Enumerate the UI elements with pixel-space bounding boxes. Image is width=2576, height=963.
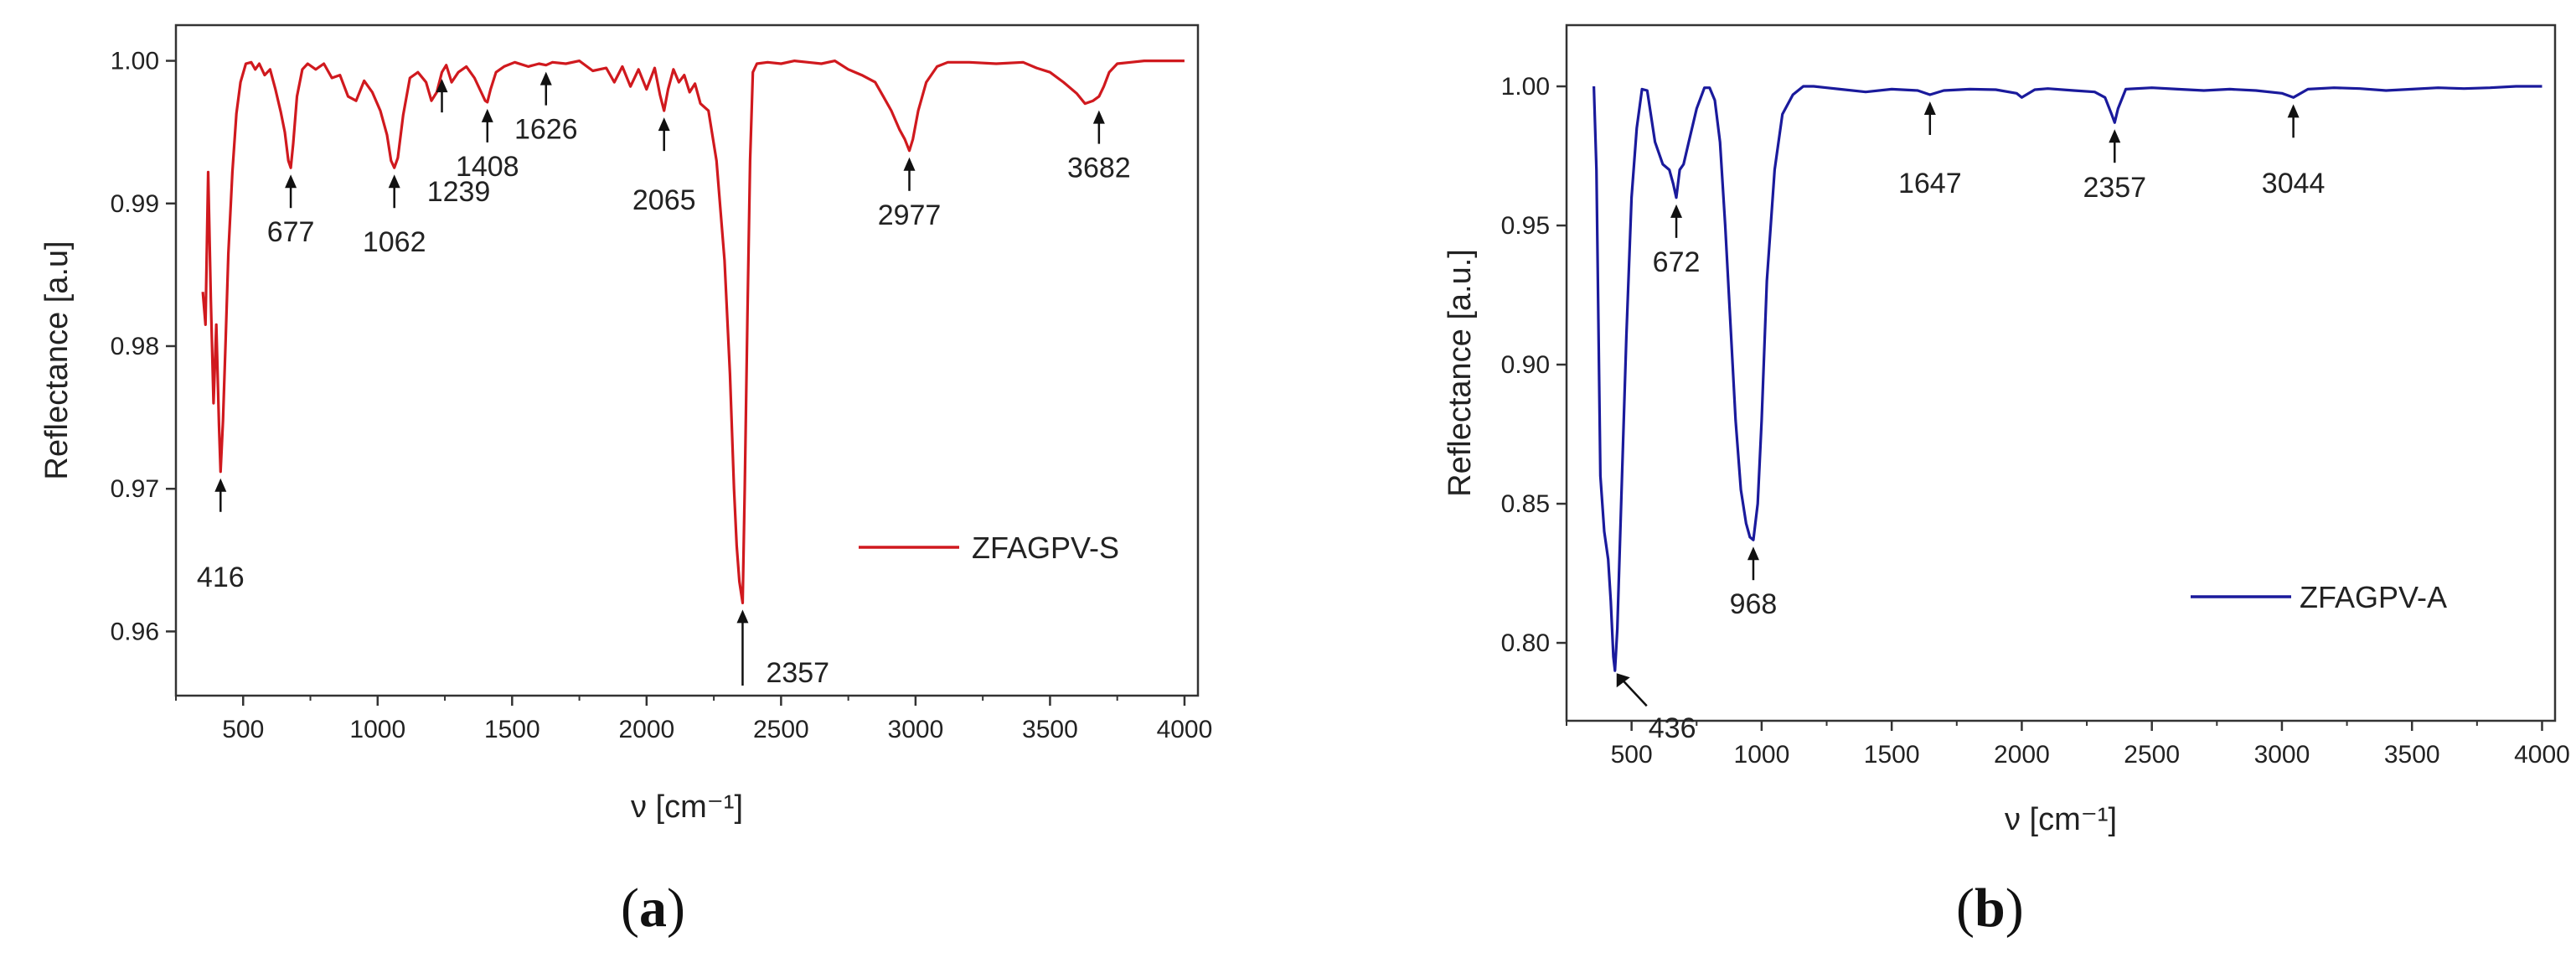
chart-b-x-tick-label: 2500 — [2124, 741, 2180, 769]
chart-a-x-axis-label: ν [cm⁻¹] — [631, 790, 743, 825]
chart-b-peak-annotations: 436 672 968 1647 2357 3044 — [1616, 101, 2326, 744]
chart-a-annotation: 677 — [267, 174, 315, 248]
chart-a-annotation: 2065 — [632, 117, 696, 216]
chart-b-peak-label: 3044 — [2262, 168, 2326, 199]
chart-b-y-tick-label: 0.95 — [1501, 212, 1550, 240]
chart-b-annotation: 1647 — [1898, 101, 1962, 199]
chart-b-legend: ZFAGPV-A — [2191, 580, 2447, 614]
chart-a-annotation: 1626 — [514, 71, 578, 146]
chart-a-peak-label: 2977 — [878, 199, 942, 231]
chart-a-x-tick-label: 1000 — [349, 716, 405, 743]
chart-a-peak-label: 1626 — [514, 114, 578, 146]
chart-a-x-ticks: 500 1000 1500 2000 2500 3000 3500 4000 — [175, 696, 1213, 743]
chart-b-x-axis-label: ν [cm⁻¹] — [2005, 802, 2117, 837]
chart-a-x-tick-label: 2500 — [753, 716, 809, 743]
chart-a-x-tick-label: 4000 — [1157, 716, 1213, 743]
chart-b-y-tick-label: 0.80 — [1501, 629, 1550, 657]
chart-b-y-tick-label: 0.90 — [1501, 351, 1550, 379]
chart-a-y-tick-label: 1.00 — [111, 48, 159, 75]
chart-b-peak-label: 672 — [1653, 246, 1701, 278]
chart-b-peak-label: 1647 — [1898, 168, 1962, 199]
chart-a-peak-label: 3682 — [1067, 153, 1131, 184]
chart-a-y-tick-label: 0.99 — [111, 190, 159, 218]
chart-a-y-axis-label: Reflectance [a.u] — [39, 241, 75, 479]
chart-a-plot-frame — [174, 23, 1200, 697]
chart-b-x-tick-label: 3000 — [2254, 741, 2310, 769]
chart-b-peak-label: 436 — [1649, 712, 1696, 744]
chart-a-y-tick-label: 0.97 — [111, 475, 159, 503]
chart-b-legend-label: ZFAGPV-A — [2300, 580, 2447, 614]
chart-b-x-tick-label: 500 — [1611, 741, 1653, 769]
chart-b-x-tick-label: 4000 — [2514, 741, 2570, 769]
chart-a-x-tick-label: 500 — [222, 716, 264, 743]
chart-a-panel-letter-value: a — [639, 878, 667, 939]
chart-b-series-line — [1593, 85, 2542, 672]
chart-a-annotation: 416 — [197, 478, 245, 593]
chart-b-y-tick-label: 0.85 — [1501, 490, 1550, 518]
chart-a-x-tick-label: 3500 — [1022, 716, 1078, 743]
chart-a-x-tick-label: 3000 — [888, 716, 944, 743]
chart-b-panel-letter-value: b — [1975, 878, 2006, 939]
chart-b-x-tick-label: 2000 — [1994, 741, 2050, 769]
chart-a-peak-label: 677 — [267, 216, 315, 248]
chart-a-annotation: 2357 — [736, 609, 829, 689]
chart-b-y-ticks: 0.80 0.85 0.90 0.95 1.00 — [1501, 73, 1567, 657]
chart-a-panel-letter: (a) — [621, 878, 685, 939]
chart-b-y-axis-label: Reflectance [a.u.] — [1443, 249, 1478, 497]
chart-a-legend-label: ZFAGPV-S — [972, 531, 1119, 565]
chart-a-peak-label: 2065 — [632, 184, 696, 216]
chart-a-annotation: 1408 — [456, 108, 519, 183]
chart-b-peak-label: 968 — [1730, 588, 1778, 620]
chart-a-peak-label: 416 — [197, 562, 245, 593]
chart-b-y-tick-label: 1.00 — [1501, 73, 1550, 101]
chart-a-y-ticks: 0.96 0.97 0.98 0.99 1.00 — [111, 48, 176, 645]
chart-b-x-tick-label: 1000 — [1734, 741, 1790, 769]
chart-a-annotation: 2977 — [878, 157, 942, 231]
chart-a-x-tick-label: 2000 — [618, 716, 674, 743]
chart-b-annotation: 2357 — [2083, 129, 2146, 204]
chart-a-annotation: 3682 — [1067, 110, 1131, 184]
chart-a-annotation: 1062 — [363, 174, 426, 258]
chart-b-peak-label: 2357 — [2083, 172, 2146, 204]
chart-a-peak-label: 1062 — [363, 226, 426, 258]
chart-a-peak-label: 1408 — [456, 151, 519, 183]
chart-b-annotation: 3044 — [2262, 104, 2326, 199]
chart-b-x-ticks: 500 1000 1500 2000 2500 3000 3500 4000 — [1566, 721, 2570, 769]
chart-a-legend: ZFAGPV-S — [859, 531, 1119, 565]
chart-panel-a: 500 1000 1500 2000 2500 3000 3500 4000 0.96 0.97… — [39, 23, 1213, 939]
chart-a-peak-label: 2357 — [766, 657, 829, 689]
chart-b-x-tick-label: 1500 — [1864, 741, 1920, 769]
chart-b-plot-frame — [1565, 23, 2557, 722]
chart-a-y-tick-label: 0.98 — [111, 333, 159, 360]
chart-b-x-tick-label: 3500 — [2384, 741, 2440, 769]
chart-a-peak-label: 1239 — [427, 176, 491, 208]
chart-b-panel-letter: (b) — [1956, 878, 2024, 939]
chart-panel-b: 500 1000 1500 2000 2500 3000 3500 4000 0.80 0.85… — [1443, 23, 2570, 939]
chart-b-annotation: 672 — [1653, 204, 1701, 278]
chart-b-annotation: 968 — [1730, 546, 1778, 620]
chart-a-annotation: 1239 — [427, 79, 491, 208]
chart-b-annotation: 436 — [1616, 673, 1696, 744]
chart-a-x-tick-label: 1500 — [484, 716, 540, 743]
chart-a-series-line — [201, 60, 1185, 604]
chart-a-y-tick-label: 0.96 — [111, 618, 159, 645]
